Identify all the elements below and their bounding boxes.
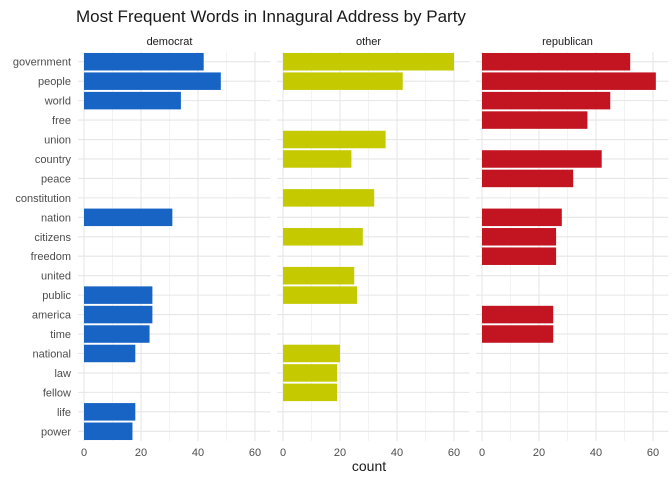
x-tick-label: 60 <box>647 447 659 459</box>
x-tick-label: 0 <box>81 447 87 459</box>
x-axis-label: count <box>352 458 386 474</box>
chart-title: Most Frequent Words in Innagural Address… <box>76 7 466 26</box>
bar-other-fellow <box>283 383 338 402</box>
panel-republican: republican 0 20 40 60 <box>476 36 669 459</box>
bar-republican-nation <box>482 208 562 227</box>
bar-republican-citizens <box>482 228 557 246</box>
bar-democrat-people <box>84 72 221 90</box>
y-tick-label: union <box>44 135 71 147</box>
y-tick-label: life <box>57 407 71 419</box>
y-tick-label: peace <box>41 173 71 185</box>
x-tick-label: 0 <box>479 447 485 459</box>
y-tick-label: america <box>32 310 72 322</box>
y-tick-label: time <box>50 329 71 341</box>
bar-democrat-america <box>84 305 153 324</box>
y-tick-label: country <box>35 154 72 166</box>
bar-other-people <box>283 72 403 90</box>
bar-republican-time <box>482 325 554 343</box>
bar-republican-people <box>482 72 656 90</box>
y-tick-label: law <box>54 368 71 380</box>
y-tick-label: freedom <box>31 251 71 263</box>
x-tick-label: 60 <box>249 447 261 459</box>
y-tick-label: national <box>32 348 71 360</box>
bar-other-union <box>283 130 386 149</box>
y-tick-label: citizens <box>34 232 71 244</box>
bar-republican-freedom <box>482 247 557 265</box>
x-tick-label: 60 <box>448 447 460 459</box>
bar-republican-peace <box>482 169 574 188</box>
bar-other-country <box>283 150 352 168</box>
bar-other-citizens <box>283 228 363 246</box>
y-tick-label: fellow <box>43 387 71 399</box>
panel-other: other 0 20 40 60 <box>277 36 470 459</box>
y-tick-label: government <box>13 57 71 69</box>
bar-democrat-nation <box>84 208 173 227</box>
bar-republican-government <box>482 52 631 71</box>
x-tick-label: 20 <box>533 447 545 459</box>
bar-other-united <box>283 266 355 285</box>
panel-title: democrat <box>147 36 193 48</box>
bar-republican-country <box>482 150 602 168</box>
bar-republican-free <box>482 111 588 129</box>
x-tick-label: 40 <box>391 447 403 459</box>
x-tick-label: 20 <box>135 447 147 459</box>
y-tick-label: power <box>41 426 71 438</box>
y-tick-label: public <box>42 290 71 302</box>
bar-other-constitution <box>283 189 375 207</box>
bar-democrat-life <box>84 403 136 421</box>
y-tick-label: constitution <box>15 193 71 205</box>
bar-republican-america <box>482 305 554 324</box>
y-tick-label: united <box>41 271 71 283</box>
bar-other-national <box>283 344 340 363</box>
bar-other-law <box>283 364 338 382</box>
y-tick-label: nation <box>41 212 71 224</box>
bar-democrat-time <box>84 325 150 343</box>
x-tick-label: 40 <box>192 447 204 459</box>
x-tick-label: 40 <box>590 447 602 459</box>
panel-democrat: democrat 0 20 40 60 <box>78 36 271 459</box>
bar-democrat-world <box>84 91 181 110</box>
bar-republican-world <box>482 91 611 110</box>
y-tick-label: free <box>52 115 71 127</box>
panel-title: other <box>356 36 381 48</box>
y-tick-label: people <box>38 76 71 88</box>
panels: government people world free union country pea… <box>13 36 669 459</box>
bar-democrat-power <box>84 422 133 441</box>
bar-other-public <box>283 286 358 304</box>
y-tick-label: world <box>44 96 71 108</box>
panel-title: republican <box>542 36 593 48</box>
x-tick-label: 20 <box>334 447 346 459</box>
bar-democrat-national <box>84 344 136 363</box>
x-tick-label: 0 <box>280 447 286 459</box>
bar-democrat-public <box>84 286 153 304</box>
bar-democrat-government <box>84 52 204 71</box>
bar-other-government <box>283 52 454 71</box>
